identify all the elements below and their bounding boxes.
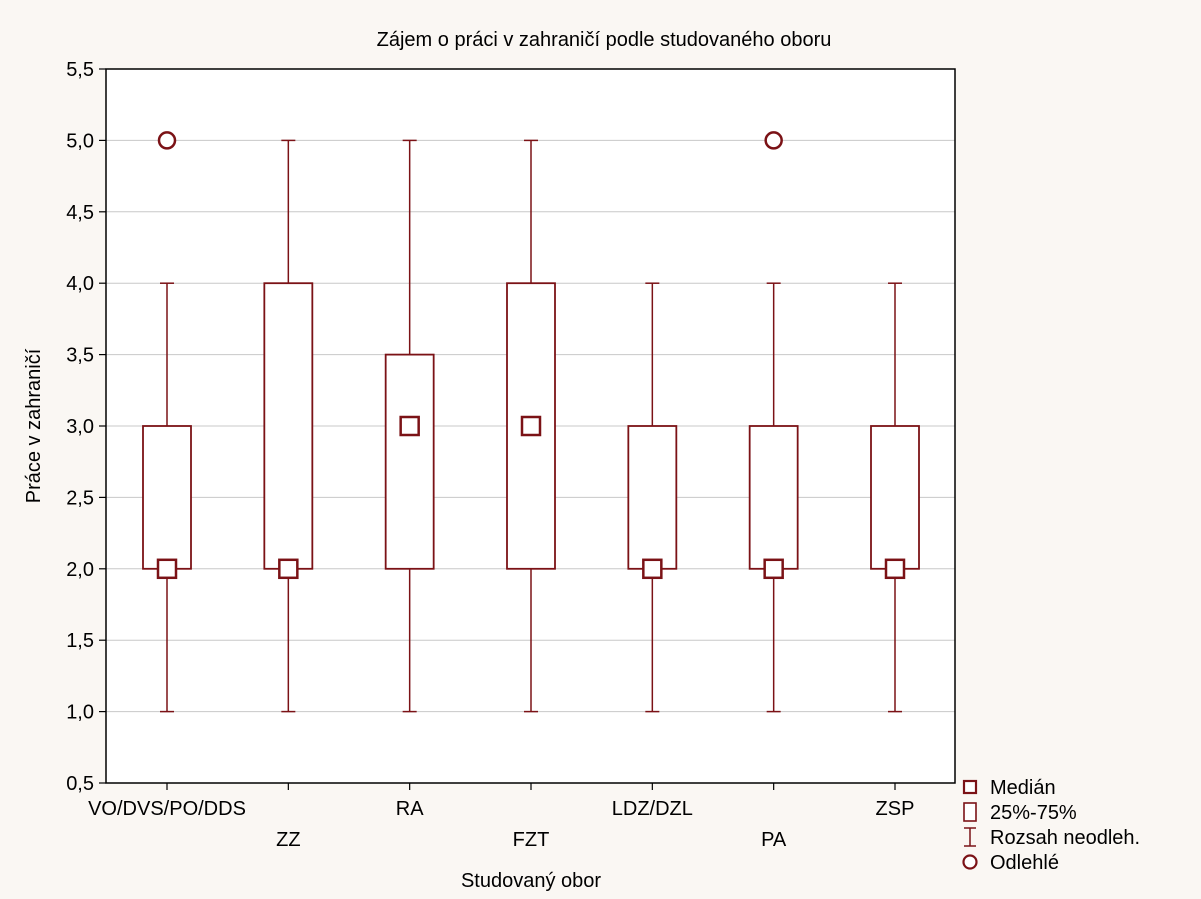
box-group bbox=[506, 139, 556, 713]
x-tick-label: PA bbox=[761, 829, 787, 851]
x-tick-label: FZT bbox=[513, 829, 550, 851]
legend-label: Odlehlé bbox=[990, 852, 1059, 874]
x-tick-label: VO/DVS/PO/DDS bbox=[88, 798, 246, 820]
box-series bbox=[142, 131, 920, 713]
median-marker bbox=[884, 558, 906, 580]
y-tick-label: 3,5 bbox=[66, 345, 94, 367]
box-group bbox=[384, 139, 435, 713]
iqr-box bbox=[870, 425, 920, 570]
y-tick-label: 2,0 bbox=[66, 559, 94, 581]
legend-label: Medián bbox=[990, 777, 1056, 799]
legend-label: Rozsah neodleh. bbox=[990, 827, 1140, 849]
median-marker bbox=[763, 558, 784, 580]
iqr-box bbox=[142, 425, 192, 570]
y-tick-label: 4,0 bbox=[66, 273, 94, 295]
chart-title: Zájem o práci v zahraničí podle studovan… bbox=[377, 29, 832, 51]
legend-item: Medián bbox=[962, 777, 1056, 799]
y-tick-label: 5,0 bbox=[66, 130, 94, 152]
iqr-box bbox=[263, 282, 314, 570]
x-tick-label: ZZ bbox=[276, 829, 300, 851]
legend-item: 25%-75% bbox=[963, 802, 1077, 824]
box-group bbox=[870, 282, 920, 713]
outlier-point bbox=[764, 131, 783, 150]
y-tick-label: 2,5 bbox=[66, 487, 94, 509]
box-group bbox=[748, 131, 799, 713]
outlier-point bbox=[157, 131, 177, 150]
legend-outlier-symbol bbox=[962, 854, 978, 870]
y-tick-label: 5,5 bbox=[66, 59, 94, 81]
iqr-box bbox=[627, 425, 678, 570]
x-axis-ticks: VO/DVS/PO/DDS ZZ RA FZT LDZ/DZL PA ZSP bbox=[88, 783, 914, 851]
box-group bbox=[627, 282, 678, 713]
y-tick-label: 3,0 bbox=[66, 416, 94, 438]
x-tick-label: RA bbox=[396, 798, 424, 820]
median-marker bbox=[278, 558, 299, 580]
y-tick-label: 0,5 bbox=[66, 773, 94, 795]
median-marker bbox=[399, 415, 420, 437]
legend-median-symbol bbox=[962, 779, 978, 795]
x-axis-label: Studovaný obor bbox=[461, 870, 601, 892]
plot-frame bbox=[105, 68, 956, 784]
x-tick-label: ZSP bbox=[876, 798, 915, 820]
median-marker bbox=[156, 558, 178, 580]
box-group bbox=[142, 131, 192, 713]
legend-label: 25%-75% bbox=[990, 802, 1077, 824]
y-axis-label: Práce v zahraničí bbox=[23, 348, 45, 503]
box-group bbox=[263, 139, 314, 713]
legend-item: Rozsah neodleh. bbox=[964, 827, 1140, 849]
legend-box-symbol bbox=[963, 802, 977, 822]
y-tick-label: 4,5 bbox=[66, 202, 94, 224]
x-tick-label: LDZ/DZL bbox=[612, 798, 693, 820]
median-marker bbox=[642, 558, 663, 580]
iqr-box bbox=[748, 425, 799, 570]
iqr-box bbox=[384, 353, 435, 570]
y-tick-label: 1,0 bbox=[66, 702, 94, 724]
median-marker bbox=[520, 415, 542, 437]
legend: Medián 25%-75% Rozsah neodleh. Odlehlé bbox=[962, 777, 1140, 874]
y-tick-label: 1,5 bbox=[66, 630, 94, 652]
legend-item: Odlehlé bbox=[962, 852, 1059, 874]
y-axis-ticks: 0,5 1,0 1,5 2,0 2,5 3,0 3,5 4,0 4,5 5,0 5,5 bbox=[66, 59, 106, 795]
